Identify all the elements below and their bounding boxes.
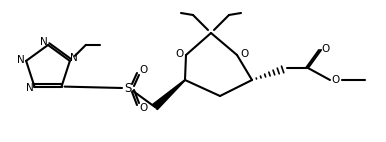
Text: N: N xyxy=(70,53,78,63)
Text: O: O xyxy=(139,65,147,75)
Text: N: N xyxy=(40,37,48,47)
Text: O: O xyxy=(175,49,183,59)
Text: O: O xyxy=(321,44,329,54)
Text: S: S xyxy=(124,82,132,94)
Polygon shape xyxy=(152,80,185,110)
Text: N: N xyxy=(25,83,33,93)
Text: O: O xyxy=(139,103,147,113)
Text: O: O xyxy=(240,49,248,59)
Text: N: N xyxy=(17,55,25,65)
Text: O: O xyxy=(332,75,340,85)
